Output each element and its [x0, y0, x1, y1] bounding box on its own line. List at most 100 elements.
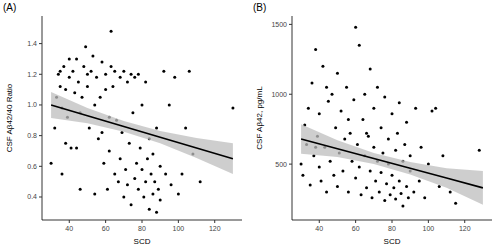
y-tick: [39, 104, 42, 105]
scatter-point: [151, 153, 154, 156]
scatter-point: [53, 126, 56, 129]
scatter-point: [139, 146, 142, 149]
scatter-point: [64, 142, 67, 145]
scatter-point: [142, 195, 145, 198]
x-axis-title: SCD: [384, 237, 401, 246]
scatter-point: [108, 149, 111, 152]
scatter-point: [111, 85, 114, 88]
scatter-point: [144, 180, 147, 183]
scatter-point: [369, 170, 372, 173]
scatter-point: [159, 165, 162, 168]
scatter-point: [170, 183, 173, 186]
y-tick: [289, 164, 292, 165]
scatter-point: [75, 146, 78, 149]
x-tick-label: 120: [459, 225, 471, 232]
y-tick-label: 1.4: [27, 40, 37, 47]
scatter-point: [71, 70, 74, 73]
scatter-point: [431, 110, 434, 113]
scatter-point: [405, 185, 408, 188]
scatter-point: [128, 142, 131, 145]
scatter-point: [351, 160, 354, 163]
x-tick: [69, 220, 70, 223]
scatter-point: [423, 196, 426, 199]
scatter-point: [361, 118, 364, 121]
scatter-point: [400, 192, 403, 195]
scatter-point: [398, 179, 401, 182]
scatter-point: [336, 185, 339, 188]
scatter-point: [122, 195, 125, 198]
scatter-point: [318, 112, 321, 115]
scatter-point: [360, 193, 363, 196]
scatter-point: [113, 172, 116, 175]
y-tick: [39, 43, 42, 44]
scatter-point: [401, 205, 404, 208]
scatter-point: [391, 112, 394, 115]
scatter-point: [441, 154, 444, 157]
y-tick-label: 500: [275, 161, 287, 168]
scatter-point: [385, 182, 388, 185]
scatter-point: [90, 70, 93, 73]
x-tick: [214, 220, 215, 223]
scatter-point: [398, 101, 401, 104]
scatter-point: [331, 93, 334, 96]
scatter-point: [104, 88, 107, 91]
scatter-point: [329, 160, 332, 163]
scatter-point: [81, 96, 84, 99]
scatter-point: [159, 199, 162, 202]
scatter-point: [300, 163, 303, 166]
x-axis-title: SCD: [134, 237, 151, 246]
scatter-point: [363, 93, 366, 96]
scatter-point: [414, 107, 417, 110]
scatter-point: [101, 61, 104, 64]
figure: (A)4060801001200.40.60.81.01.21.4SCDCSF …: [0, 0, 500, 247]
scatter-point: [133, 177, 136, 180]
scatter-point: [88, 126, 91, 129]
panel-title: (A): [3, 2, 16, 13]
scatter-point: [434, 107, 437, 110]
scatter-point: [59, 85, 62, 88]
scatter-point: [86, 85, 89, 88]
x-tick-label: 100: [173, 225, 185, 232]
panel: (B)40608010012050010001500SCDCSF Aβ42, p…: [253, 2, 492, 246]
scatter-point: [157, 188, 160, 191]
scatter-point: [352, 98, 355, 101]
y-tick-label: 1500: [271, 21, 287, 28]
scatter-point: [131, 111, 134, 114]
scatter-point: [102, 162, 105, 165]
scatter-point: [307, 107, 310, 110]
scatter-point: [61, 172, 64, 175]
scatter-point: [141, 168, 144, 171]
scatter-point: [104, 73, 107, 76]
scatter-point: [314, 48, 317, 51]
scatter-point: [405, 121, 408, 124]
scatter-point: [126, 80, 129, 83]
x-tick: [428, 220, 429, 223]
scatter-point: [162, 70, 165, 73]
scatter-point: [349, 132, 352, 135]
scatter-point: [354, 26, 357, 29]
x-tick: [142, 220, 143, 223]
scatter-point: [396, 132, 399, 135]
scatter-point: [117, 180, 120, 183]
scatter-point: [133, 76, 136, 79]
scatter-point: [68, 57, 71, 60]
scatter-point: [383, 96, 386, 99]
scatter-point: [119, 157, 122, 160]
scatter-point: [418, 179, 421, 182]
y-tick-label: 1.2: [27, 71, 37, 78]
scatter-point: [188, 70, 191, 73]
x-tick-label: 40: [65, 225, 73, 232]
y-axis-title: CSF Aβ42/40 Ratio: [5, 83, 14, 152]
y-axis-title: CSF Aβ42, pg/mL: [255, 86, 264, 150]
scatter-point: [135, 162, 138, 165]
scatter-point: [73, 91, 76, 94]
x-tick: [178, 220, 179, 223]
scatter-point: [336, 72, 339, 75]
scatter-point: [381, 151, 384, 154]
scatter-point: [97, 137, 100, 140]
scatter-point: [392, 186, 395, 189]
panel-title: (B): [253, 2, 266, 13]
y-axis: [42, 16, 43, 220]
scatter-point: [144, 80, 147, 83]
scatter-point: [478, 149, 481, 152]
